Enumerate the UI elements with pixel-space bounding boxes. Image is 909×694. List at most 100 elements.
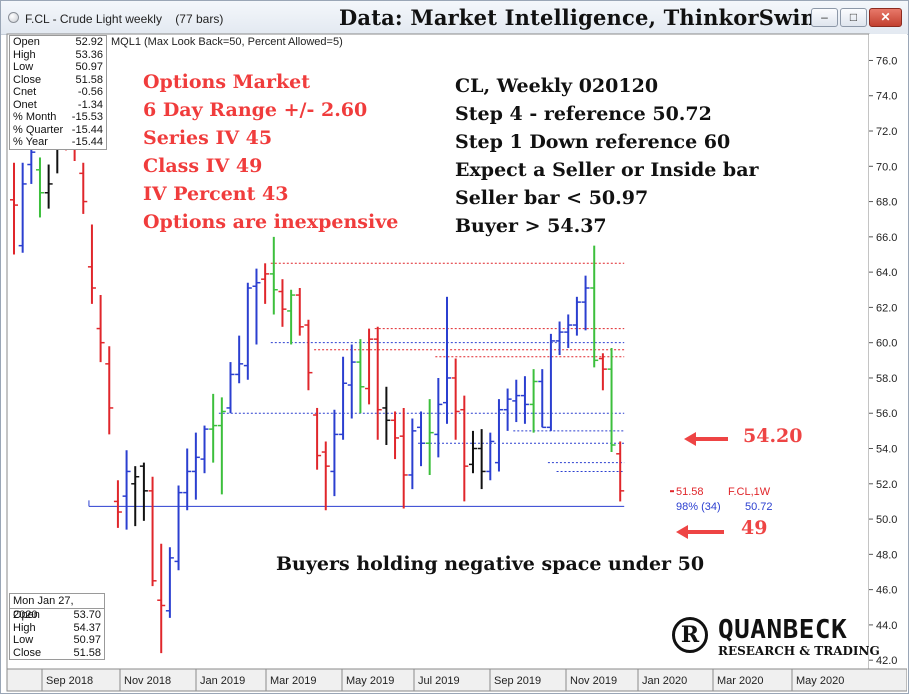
y-tick-label: 44.0 [876, 620, 897, 632]
ohlc-bar [105, 346, 114, 435]
x-tick-label: Mar 2019 [270, 675, 316, 687]
ohlc-bar [356, 339, 365, 414]
ohlc-bar [408, 418, 417, 490]
stat-value: -1.34 [77, 98, 103, 111]
y-tick-label: 42.0 [876, 655, 897, 667]
study-label: MQL1 (Max Look Back=50, Percent Allowed=… [111, 36, 343, 48]
ohlc-bar [365, 328, 374, 405]
ohlc-bar [477, 429, 486, 490]
stat-row: % Quarter -15.44 [10, 124, 106, 137]
stat-label: Onet [13, 98, 37, 111]
ohlc-bar [529, 369, 538, 433]
y-tick-label: 52.0 [876, 479, 897, 491]
x-tick-label: Jul 2019 [418, 675, 460, 687]
ohlc-bar [520, 376, 529, 424]
price-chart[interactable]: 42.0 44.0 46.0 48.0 50.0 52.0 54.0 56.0 58.0 60.0… [0, 33, 907, 692]
ohlc-bar [217, 397, 226, 495]
stat-row: % Year -15.44 [10, 136, 106, 149]
analysis-note-line: Step 4 - reference 50.72 [455, 103, 712, 125]
ohlc-bar [269, 236, 278, 315]
stat-value: -0.56 [77, 86, 103, 98]
y-tick-label: 56.0 [876, 408, 897, 420]
x-tick-label: May 2019 [346, 675, 394, 687]
bar-count: (77 bars) [175, 12, 224, 26]
ohlc-bar [304, 319, 313, 391]
arrow-head [676, 525, 688, 539]
minimize-button[interactable]: – [811, 8, 838, 27]
ohlc-bar [572, 296, 581, 336]
bar-info-value: 50.97 [73, 634, 101, 646]
stat-value: 51.58 [75, 73, 103, 86]
stat-label: % Year [13, 136, 48, 148]
analysis-note-line: Expect a Seller or Inside bar [455, 159, 759, 181]
y-tick-label: 54.0 [876, 444, 897, 456]
bar-info-value: 54.37 [73, 621, 101, 634]
ohlc-bar [434, 377, 443, 458]
ohlc-bar [226, 362, 235, 414]
options-market-notes: Options Market 6 Day Range +/- 2.60 Series… [143, 68, 398, 236]
stat-row: % Month -15.53 [10, 111, 106, 124]
ohlc-bar [468, 430, 477, 474]
ohlc-bar [131, 466, 140, 527]
logo-mark-icon: R [672, 617, 708, 653]
last-price-label: 51.58 [676, 486, 704, 498]
stat-value: -15.53 [71, 111, 103, 123]
ohlc-bar [330, 409, 339, 497]
analysis-note-line: Step 1 Down reference 60 [455, 131, 731, 153]
stat-label: % Month [13, 111, 57, 123]
ohlc-bar [139, 462, 148, 521]
y-tick-label: 60.0 [876, 338, 897, 350]
y-tick-label: 62.0 [876, 302, 897, 314]
ohlc-bar [512, 379, 521, 423]
ohlc-bar [347, 344, 356, 419]
bar-info-label: Low [13, 634, 34, 646]
ohlc-bar [564, 314, 573, 348]
ohlc-bar [235, 335, 244, 384]
ohlc-bar [252, 268, 261, 345]
x-tick-label: Sep 2018 [46, 675, 93, 687]
y-tick-label: 68.0 [876, 197, 897, 209]
analysis-note-line: CL, Weekly 020120 [455, 75, 659, 97]
ohlc-bar [243, 282, 252, 380]
ohlc-bar [174, 485, 183, 571]
ohlc-bar [373, 326, 382, 440]
arrow-head [684, 432, 696, 446]
maximize-button[interactable]: □ [840, 8, 867, 27]
ohlc-bar [607, 347, 616, 453]
close-button[interactable]: ✕ [869, 8, 902, 27]
ohlc-bar [209, 393, 218, 463]
ohlc-bar [278, 279, 287, 327]
stat-value: -15.44 [71, 123, 103, 136]
ohlc-bar [503, 388, 512, 431]
bar-info-value: 53.70 [73, 609, 101, 621]
y-tick-label: 46.0 [876, 585, 897, 597]
lower-callout: 49 [741, 517, 768, 539]
stat-label: Cnet [13, 86, 37, 98]
ref-pct-label: 98% (34) [676, 501, 721, 513]
x-tick-label: Jan 2020 [642, 675, 687, 687]
ohlc-bar [339, 356, 348, 440]
options-note-line: IV Percent 43 [143, 183, 289, 205]
ohlc-bar [616, 441, 625, 502]
bar-info-row: Open 53.70 [10, 609, 104, 622]
ohlc-bar [18, 162, 27, 253]
ohlc-bar [96, 295, 105, 363]
x-tick-label: Sep 2019 [494, 675, 541, 687]
ohlc-bar [183, 448, 192, 511]
bar-info-value: 51.58 [73, 646, 101, 659]
data-source-title: Data: Market Intelligence, ThinkorSwim [339, 5, 823, 30]
symbol-tag-label: F.CL,1W [728, 486, 771, 498]
x-tick-label: Jan 2019 [200, 675, 245, 687]
title-bar[interactable]: F.CL - Crude Light weekly (77 bars) Data… [1, 1, 908, 35]
stat-label: % Quarter [13, 123, 64, 136]
bottom-note: Buyers holding negative space under 50 [276, 553, 705, 575]
ohlc-bar [261, 263, 270, 304]
ohlc-bar [443, 296, 451, 424]
ohlc-bar [321, 441, 330, 511]
ohlc-bar [27, 143, 36, 184]
bar-info-row: Close 51.58 [10, 647, 104, 660]
ohlc-bar [295, 288, 304, 336]
stat-label: Low [13, 61, 34, 73]
x-tick-label: May 2020 [796, 675, 844, 687]
symbol-title: F.CL - Crude Light weekly [25, 12, 162, 26]
